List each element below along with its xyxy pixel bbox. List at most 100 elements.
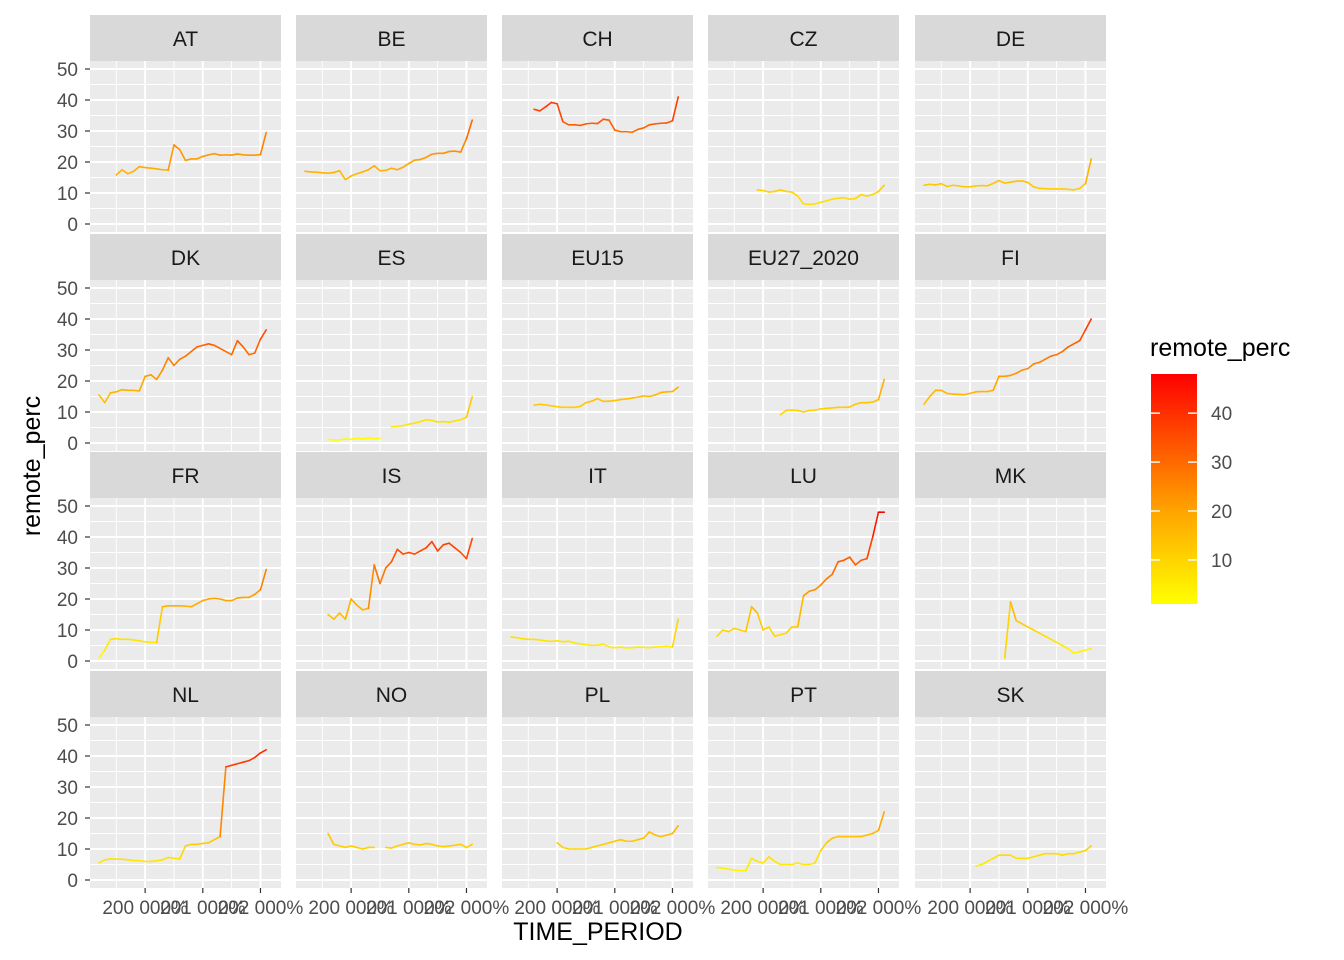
series-line-is [327,537,474,620]
line-segment [1032,186,1041,190]
line-segment [425,418,433,422]
line-segment [992,179,1000,185]
line-segment [248,593,256,599]
line-segment [596,643,605,646]
line-segment [361,437,370,440]
line-segment [327,171,335,174]
line-segment [419,547,427,552]
y-tick-label: 50 [57,497,78,518]
line-segment [413,158,422,161]
line-segment [465,537,474,560]
line-segment [373,164,381,172]
line-segment [242,759,250,764]
line-segment [248,352,256,356]
line-segment [350,437,358,441]
line-segment [556,405,564,409]
line-segment [860,834,868,838]
line-segment [155,369,164,381]
line-segment [556,640,564,643]
line-segment [103,858,112,861]
facet-strip [90,671,281,717]
line-segment [219,347,227,353]
line-segment [161,356,169,371]
x-tick-label: 201 000% [160,898,246,919]
line-segment [596,843,605,847]
line-segment [619,398,628,401]
line-segment [225,764,233,768]
line-segment [1078,182,1087,190]
line-segment [448,844,456,847]
line-segment [367,564,376,610]
line-segment [779,632,788,636]
line-segment [923,183,931,187]
line-segment [327,613,335,620]
line-segment [613,646,622,649]
x-axes: 200 000%201 000%202 000% 200 000%201 000%… [102,888,1128,919]
facet-strip-label: FI [1001,247,1020,270]
line-segment [1055,350,1064,356]
line-segment [773,189,782,193]
line-segment [1073,339,1081,345]
line-segment [980,860,989,866]
line-segment [671,824,680,835]
line-segment [637,837,645,841]
line-segment [814,849,822,864]
line-segment [814,201,822,205]
line-segment [733,627,741,631]
line-segment [533,108,541,112]
line-segment [161,605,169,608]
line-segment [585,846,593,850]
line-segment [138,165,146,169]
line-segment [396,166,404,171]
legend-tick-label: 30 [1211,453,1232,474]
line-segment [848,556,857,566]
line-segment [739,629,747,633]
line-segment [207,342,216,347]
line-segment [178,148,187,162]
facet-strip [502,671,693,717]
facet-strip-label: BE [377,28,405,51]
line-segment [138,859,146,863]
line-segment [975,863,983,867]
line-segment [230,339,239,356]
line-segment [660,645,668,648]
line-segment [825,198,834,202]
series-line-cz [756,184,886,206]
line-segment [590,845,599,849]
line-segment [785,626,793,634]
line-segment [814,408,822,411]
series-line-eu15 [533,386,680,409]
line-segment [1084,318,1093,331]
line-segment [1027,855,1035,860]
line-segment [866,536,874,560]
facet-panel-pt: PT [708,671,899,888]
line-segment [173,358,181,367]
line-segment [671,386,680,393]
facet-panel-is: IS [296,452,487,669]
line-segment [721,629,730,633]
line-segment [642,831,651,839]
line-segment [727,868,736,871]
line-segment [431,540,439,552]
line-segment [259,748,268,754]
line-segment [1038,632,1046,638]
line-segment [808,588,816,593]
facet-strip-label: NO [376,684,408,707]
y-tick-label: 40 [57,747,78,768]
y-tick-label: 20 [57,372,78,393]
line-segment [259,131,268,156]
line-segment [333,612,341,620]
line-segment [825,837,834,844]
facet-strip [90,452,281,498]
facet-strip-label: NL [172,684,199,707]
facet-strip [915,234,1106,280]
line-segment [356,171,364,175]
line-segment [236,596,244,599]
line-segment [745,857,753,872]
line-segment [425,842,433,846]
line-segment [230,153,239,156]
line-segment [648,394,656,398]
line-segment [631,646,639,649]
line-segment [837,196,845,200]
